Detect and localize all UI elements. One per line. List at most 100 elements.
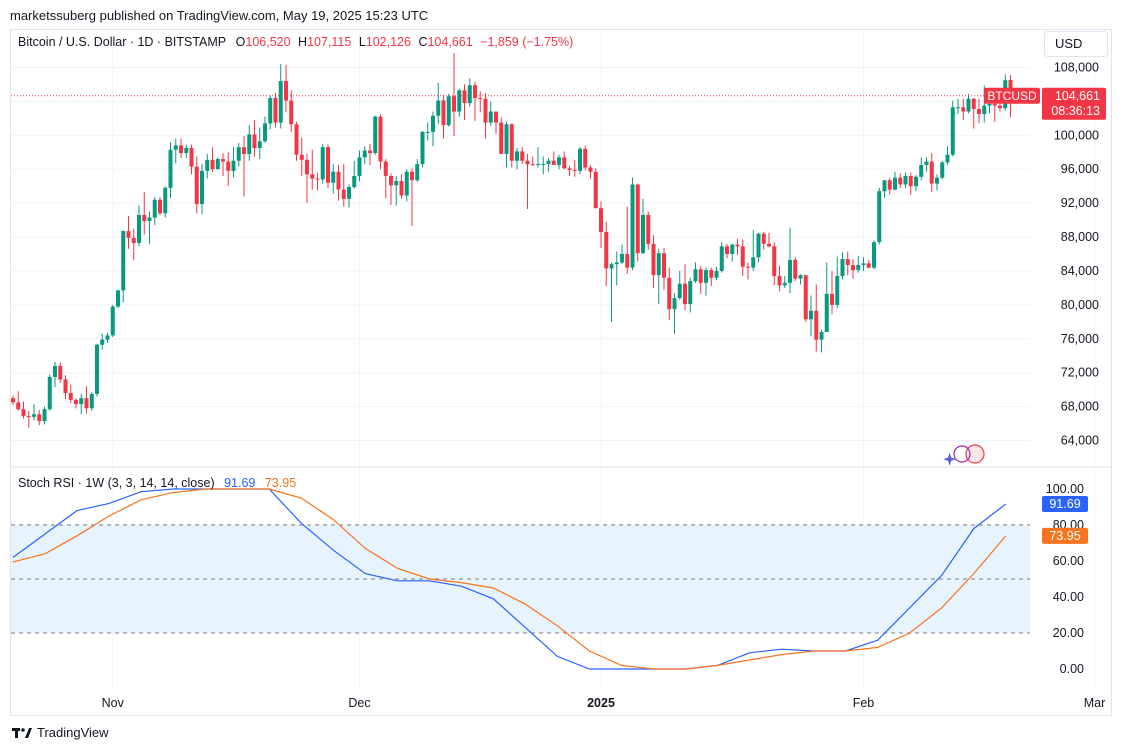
candle-body — [914, 176, 918, 187]
stoch-axis-label: 20.00 — [1053, 626, 1084, 640]
symbol-legend: Bitcoin / U.S. Dollar · 1D · BITSTAMP O1… — [18, 35, 573, 49]
candle-body — [373, 116, 378, 154]
candle-body — [788, 259, 792, 283]
candle-body — [131, 237, 136, 243]
candle-body — [273, 97, 278, 123]
candle-body — [436, 100, 441, 116]
candle-body — [341, 189, 346, 199]
candle-body — [147, 217, 152, 221]
candle-body — [268, 97, 273, 124]
indicator-k-value: 91.69 — [224, 476, 256, 490]
candle-body — [173, 145, 178, 150]
candle-body — [110, 306, 115, 336]
candle-body — [404, 171, 409, 196]
publisher-note: marketssuberg published on TradingView.c… — [10, 8, 429, 23]
candle-body — [331, 171, 336, 183]
candle-body — [814, 310, 819, 340]
candle-body — [389, 175, 393, 186]
price-axis-label: 76,000 — [1061, 332, 1099, 346]
candle-body — [152, 199, 157, 218]
candle-body — [221, 159, 225, 162]
candle-body — [940, 162, 945, 178]
candle-body — [872, 242, 876, 268]
candle-body — [263, 123, 267, 142]
candle-body — [830, 293, 834, 305]
candle-body — [310, 174, 315, 179]
candle-body — [557, 157, 561, 165]
close-label: C — [418, 35, 428, 49]
candle-body — [515, 151, 519, 161]
high-value: 107,115 — [307, 35, 352, 49]
candle-body — [641, 214, 645, 254]
candle-body — [16, 402, 21, 410]
candle-body — [158, 199, 162, 214]
candle-body — [284, 81, 288, 101]
flag-badge-icon — [953, 445, 971, 463]
candle-body — [394, 181, 399, 186]
candle-body — [357, 157, 362, 176]
candle-body — [824, 293, 829, 333]
candle-body — [620, 254, 624, 263]
currency-button[interactable]: USD — [1044, 31, 1108, 57]
candle-body — [488, 111, 493, 123]
candle-body — [205, 159, 210, 171]
candle-body — [326, 147, 330, 183]
candle-body — [410, 171, 414, 181]
candle-body — [588, 167, 593, 172]
candle-body — [457, 90, 462, 112]
candle-body — [688, 281, 693, 305]
candle-body — [352, 175, 357, 188]
candle-body — [935, 177, 939, 184]
candle-body — [793, 259, 798, 279]
candle-body — [226, 161, 231, 171]
stoch-k-line-tag — [1042, 495, 1088, 512]
candle-body — [305, 159, 309, 175]
candle-body — [378, 116, 383, 162]
candle-body — [861, 263, 866, 266]
candle-body — [462, 90, 467, 104]
candle-body — [200, 170, 204, 204]
candle-body — [68, 393, 73, 400]
stoch-axis-label: 40.00 — [1053, 590, 1084, 604]
candle-body — [709, 270, 714, 278]
candle-body — [851, 265, 855, 271]
candle-body — [714, 270, 719, 278]
brand-name: TradingView — [37, 725, 109, 740]
tradingview-brand[interactable]: TradingView — [12, 725, 109, 740]
candle-body — [672, 298, 677, 310]
candle-body — [89, 393, 94, 409]
candle-body — [320, 147, 325, 180]
candle-body — [509, 124, 514, 161]
candle-body — [95, 344, 99, 394]
candle-body — [499, 122, 504, 154]
candle-body — [719, 246, 724, 271]
candle-body — [315, 178, 320, 180]
candle-body — [877, 191, 882, 243]
indicator-title: Stoch RSI · 1W (3, 3, 14, 14, close) — [18, 476, 215, 490]
candle-body — [761, 233, 766, 244]
candle-body — [782, 282, 787, 286]
candle-body — [609, 264, 614, 269]
price-tag — [1042, 87, 1106, 120]
candle-body — [803, 275, 808, 320]
candle-body — [635, 184, 640, 254]
candle-body — [137, 214, 141, 243]
price-axis-label: 72,000 — [1061, 366, 1099, 380]
price-axis-label: 88,000 — [1061, 230, 1099, 244]
candle-body — [798, 275, 803, 279]
time-axis-label: Feb — [853, 696, 875, 710]
candle-body — [546, 160, 551, 165]
open-value: 106,520 — [245, 35, 291, 49]
candle-body — [772, 246, 777, 277]
candle-body — [179, 145, 183, 154]
candle-body — [840, 259, 845, 277]
candle-body — [452, 96, 456, 112]
price-axis-label: 84,000 — [1061, 264, 1099, 278]
candle-body — [247, 134, 252, 154]
candle-body — [168, 149, 173, 188]
candle-body — [887, 180, 892, 190]
candle-body — [756, 233, 761, 258]
candle-body — [53, 365, 57, 377]
price-axis-label: 64,000 — [1061, 434, 1099, 448]
